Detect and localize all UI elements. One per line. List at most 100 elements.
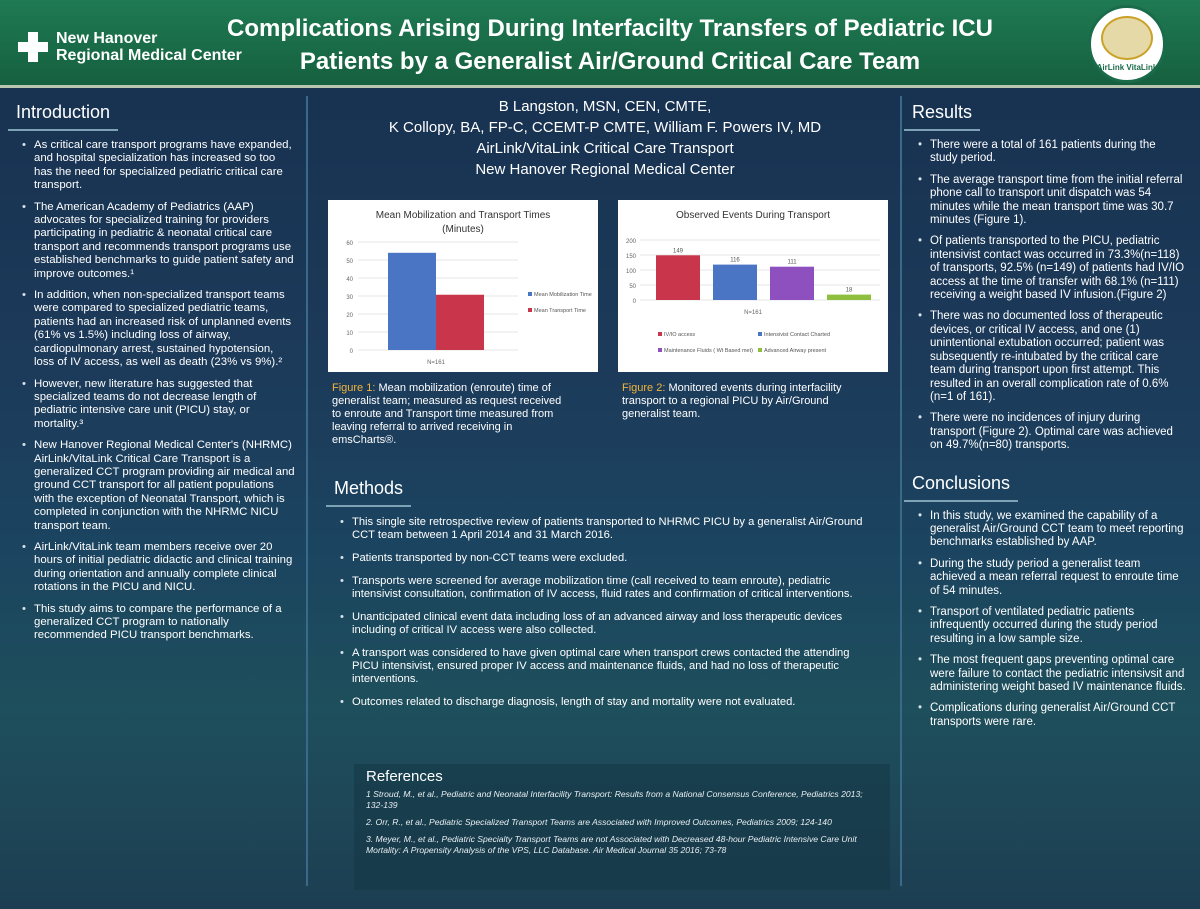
y-tick-label: 40 [346,277,353,283]
figures-area: Mean Mobilization and Transport Times (Mi… [328,200,898,446]
results-item: Of patients transported to the PICU, ped… [918,235,1186,302]
seal-emblem [1101,16,1153,60]
introduction-heading: Introduction [8,96,119,131]
legend-swatch [528,292,532,296]
column-divider-left [306,96,308,886]
bar [388,252,436,350]
introduction-column: Introduction As critical care transport … [8,96,304,896]
y-tick-label: 50 [346,259,353,265]
chart-title: (Minutes) [442,224,484,235]
data-label: 116 [730,258,740,264]
y-tick-label: 30 [346,295,353,301]
methods-item: A transport was considered to have given… [340,647,878,686]
introduction-item: This study aims to compare the performan… [22,603,296,643]
introduction-item: AirLink/VitaLink team members receive ov… [22,541,296,595]
methods-item: Patients transported by non-CCT teams we… [340,552,878,565]
x-category-label: N=161 [744,310,763,316]
figure-2-label: Figure 2: [622,382,666,394]
y-tick-label: 20 [346,313,353,319]
seal-text: AirLink VitaLink [1096,63,1158,72]
conclusions-item: During the study period a generalist tea… [918,558,1186,598]
conclusions-item: The most frequent gaps preventing optima… [918,654,1186,694]
methods-heading: Methods [326,472,412,507]
author-line-2: K Collopy, BA, FP-C, CCEMT-P CMTE, Willi… [388,119,822,136]
introduction-item: However, new literature has suggested th… [22,378,296,432]
introduction-item: As critical care transport programs have… [22,139,296,193]
y-tick-label: 0 [633,299,637,305]
results-heading: Results [904,96,981,131]
y-tick-label: 60 [346,241,353,247]
methods-item: Transports were screened for average mob… [340,575,878,601]
y-tick-label: 0 [350,349,354,355]
references-list: 1 Stroud, M., et al., Pediatric and Neon… [366,789,878,856]
legend-label: Advanced Airway present [764,348,827,354]
legend-swatch [758,348,762,352]
author-line-1: B Langston, MSN, CEN, CMTE, [498,98,712,115]
legend-label: Intensivist Contact Charted [764,332,830,338]
center-column: B Langston, MSN, CEN, CMTE, K Collopy, B… [312,90,898,900]
data-label: 149 [673,248,684,254]
conclusions-heading: Conclusions [904,467,1019,502]
data-label: 111 [787,260,797,266]
introduction-item: The American Academy of Pediatrics (AAP)… [22,201,296,281]
reference-item: 3. Meyer, M., et al., Pediatric Specialt… [366,834,857,855]
institution-line-2: Regional Medical Center [56,47,242,64]
references-section: References 1 Stroud, M., et al., Pediatr… [354,764,890,890]
title-line-2: Patients by a Generalist Air/Ground Crit… [299,48,921,75]
methods-item: Outcomes related to discharge diagnosis,… [340,696,878,709]
bar [713,264,757,300]
bar [770,266,814,300]
bar [827,294,871,300]
chart-title: Mean Mobilization and Transport Times [376,210,551,221]
conclusions-list: In this study, we examined the capabilit… [904,502,1194,730]
legend-swatch [528,308,532,312]
legend-swatch [658,332,662,336]
x-category-label: N=161 [427,360,446,366]
legend-label: Mean Transport Time [534,308,586,314]
figure-1-label: Figure 1: [332,382,376,394]
figure-2-svg: Observed Events During Transport 0 50 100 15… [626,210,880,354]
poster-header: New Hanover Regional Medical Center Comp… [0,0,1200,88]
results-item: There was no documented loss of therapeu… [918,310,1186,404]
chart-title: Observed Events During Transport [676,210,830,221]
introduction-item: In addition, when non-specialized transp… [22,289,296,369]
methods-item: Unanticipated clinical event data includ… [340,611,878,637]
legend-swatch [658,348,662,352]
figure-2-caption-text: Monitored events during interfacility tr… [622,382,842,420]
figure-1-chart: Mean Mobilization and Transport Times (Mi… [328,200,598,372]
column-divider-right [900,96,902,886]
figure-2-caption: Figure 2: Monitored events during interf… [622,382,852,421]
results-list: There were a total of 161 patients durin… [904,131,1194,453]
legend-label: IV/IO access [664,332,695,338]
data-label: 18 [846,288,853,294]
legend-label: Maintenance Fluids ( Wt Based met) [664,348,753,354]
results-item: There were a total of 161 patients durin… [918,139,1186,166]
author-line-3: AirLink/VitaLink Critical Care Transport [476,140,734,157]
institution-line-1: New Hanover [56,30,158,47]
medical-cross-icon [18,32,48,62]
reference-item: 1 Stroud, M., et al., Pediatric and Neon… [366,789,863,810]
institution-name: New Hanover Regional Medical Center [56,30,242,64]
figure-2-chart: Observed Events During Transport 0 50 100 15… [618,200,888,372]
bar [656,255,700,300]
figure-1-caption: Figure 1: Mean mobilization (enroute) ti… [332,382,562,447]
author-line-4: New Hanover Regional Medical Center [475,161,735,178]
methods-item: This single site retrospective review of… [340,516,878,542]
y-tick-label: 50 [629,284,636,290]
conclusions-item: In this study, we examined the capabilit… [918,510,1186,550]
poster-title: Complications Arising During Interfacilt… [200,12,1020,78]
introduction-item: New Hanover Regional Medical Center's (N… [22,439,296,533]
y-tick-label: 200 [626,239,637,245]
legend-swatch [758,332,762,336]
figure-1-caption-text: Mean mobilization (enroute) time of gene… [332,382,562,446]
methods-section: This single site retrospective review of… [326,508,886,719]
results-column: Results There were a total of 161 patien… [904,96,1194,896]
airlink-seal-logo: AirLink VitaLink [1088,5,1166,83]
methods-list: This single site retrospective review of… [326,508,886,709]
references-heading: References [366,768,443,785]
y-tick-label: 150 [626,254,637,260]
author-block: B Langston, MSN, CEN, CMTE, K Collopy, B… [312,90,898,180]
conclusions-item: Transport of ventilated pediatric patien… [918,606,1186,646]
title-line-1: Complications Arising During Interfacilt… [227,15,993,42]
